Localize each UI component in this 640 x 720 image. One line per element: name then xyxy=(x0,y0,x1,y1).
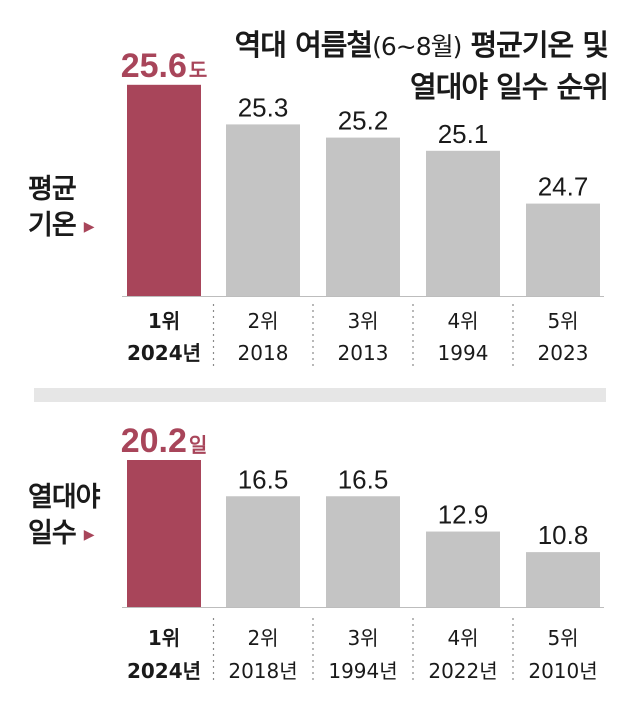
year-label-avg-temperature-2: 2018 xyxy=(238,341,289,365)
rank-label-tropical-nights-2: 2위 xyxy=(247,626,278,650)
chart-title-line-1: 역대 여름철(6~8월) 평균기온 및 xyxy=(234,28,609,62)
bar-avg-temperature-3 xyxy=(326,137,400,296)
rank-label-tropical-nights-1: 1위 xyxy=(148,626,180,650)
arrow-right-icon: ▶ xyxy=(83,526,95,543)
rank-label-tropical-nights-4: 4위 xyxy=(447,626,478,650)
rank-label-avg-temperature-1: 1위 xyxy=(148,309,180,333)
value-label-tropical-nights-4: 12.9 xyxy=(438,500,489,530)
bar-avg-temperature-5 xyxy=(526,203,600,296)
bar-avg-temperature-4 xyxy=(426,150,500,296)
value-label-tropical-nights-3: 16.5 xyxy=(338,464,389,494)
bar-tropical-nights-5 xyxy=(526,552,600,607)
year-label-tropical-nights-5: 2010년 xyxy=(528,659,597,683)
chart-title-line-2: 열대야 일수 순위 xyxy=(410,70,609,104)
value-label-avg-temperature-2: 25.3 xyxy=(238,92,289,122)
value-label-avg-temperature-5: 24.7 xyxy=(538,172,589,202)
bar-tropical-nights-4 xyxy=(426,531,500,607)
bar-tropical-nights-3 xyxy=(326,496,400,607)
rank-label-avg-temperature-4: 4위 xyxy=(447,309,478,333)
year-label-tropical-nights-2: 2018년 xyxy=(228,659,297,683)
bar-avg-temperature-2 xyxy=(226,124,300,297)
section-separator xyxy=(34,388,606,402)
value-label-avg-temperature-4: 25.1 xyxy=(438,119,489,149)
year-label-avg-temperature-1: 2024년 xyxy=(127,341,201,365)
rank-label-avg-temperature-2: 2위 xyxy=(247,309,278,333)
rank-label-tropical-nights-3: 3위 xyxy=(347,626,378,650)
value-label-avg-temperature-3: 25.2 xyxy=(338,106,389,136)
value-label-tropical-nights-1: 20.2 일 xyxy=(121,422,208,460)
bar-tropical-nights-1 xyxy=(127,460,201,607)
value-label-tropical-nights-5: 10.8 xyxy=(538,520,589,550)
bar-avg-temperature-1 xyxy=(127,84,201,296)
value-label-avg-temperature-1: 25.6 도 xyxy=(121,47,208,85)
side-label-tropical-nights: 열대야 일수 ▶ xyxy=(28,482,101,549)
rank-label-avg-temperature-5: 5위 xyxy=(547,309,578,333)
value-label-tropical-nights-2: 16.5 xyxy=(238,464,289,494)
year-label-avg-temperature-5: 2023 xyxy=(538,341,589,365)
year-label-tropical-nights-1: 2024년 xyxy=(127,659,201,683)
year-label-avg-temperature-4: 1994 xyxy=(438,341,489,365)
bar-tropical-nights-2 xyxy=(226,496,300,607)
year-label-avg-temperature-3: 2013 xyxy=(338,341,389,365)
rank-label-tropical-nights-5: 5위 xyxy=(547,626,578,650)
side-label-temperature: 평균 기온 ▶ xyxy=(28,174,95,241)
year-label-tropical-nights-3: 1994년 xyxy=(328,659,397,683)
arrow-right-icon: ▶ xyxy=(83,218,95,235)
rank-label-avg-temperature-3: 3위 xyxy=(347,309,378,333)
year-label-tropical-nights-4: 2022년 xyxy=(428,659,497,683)
